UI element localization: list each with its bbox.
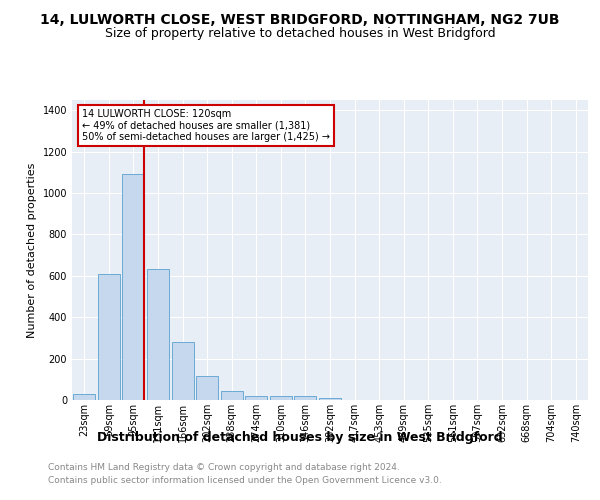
- Bar: [172, 342, 194, 400]
- Text: Size of property relative to detached houses in West Bridgford: Size of property relative to detached ho…: [104, 28, 496, 40]
- Y-axis label: Number of detached properties: Number of detached properties: [27, 162, 37, 338]
- Bar: [122, 174, 145, 400]
- Text: Distribution of detached houses by size in West Bridgford: Distribution of detached houses by size …: [97, 431, 503, 444]
- Bar: [73, 394, 95, 400]
- Text: Contains HM Land Registry data © Crown copyright and database right 2024.: Contains HM Land Registry data © Crown c…: [48, 464, 400, 472]
- Bar: [270, 396, 292, 400]
- Text: Contains public sector information licensed under the Open Government Licence v3: Contains public sector information licen…: [48, 476, 442, 485]
- Bar: [98, 274, 120, 400]
- Text: 14, LULWORTH CLOSE, WEST BRIDGFORD, NOTTINGHAM, NG2 7UB: 14, LULWORTH CLOSE, WEST BRIDGFORD, NOTT…: [40, 12, 560, 26]
- Bar: [245, 396, 268, 400]
- Text: 14 LULWORTH CLOSE: 120sqm
← 49% of detached houses are smaller (1,381)
50% of se: 14 LULWORTH CLOSE: 120sqm ← 49% of detac…: [82, 109, 331, 142]
- Bar: [196, 376, 218, 400]
- Bar: [147, 268, 169, 400]
- Bar: [221, 390, 243, 400]
- Bar: [319, 398, 341, 400]
- Bar: [295, 396, 316, 400]
